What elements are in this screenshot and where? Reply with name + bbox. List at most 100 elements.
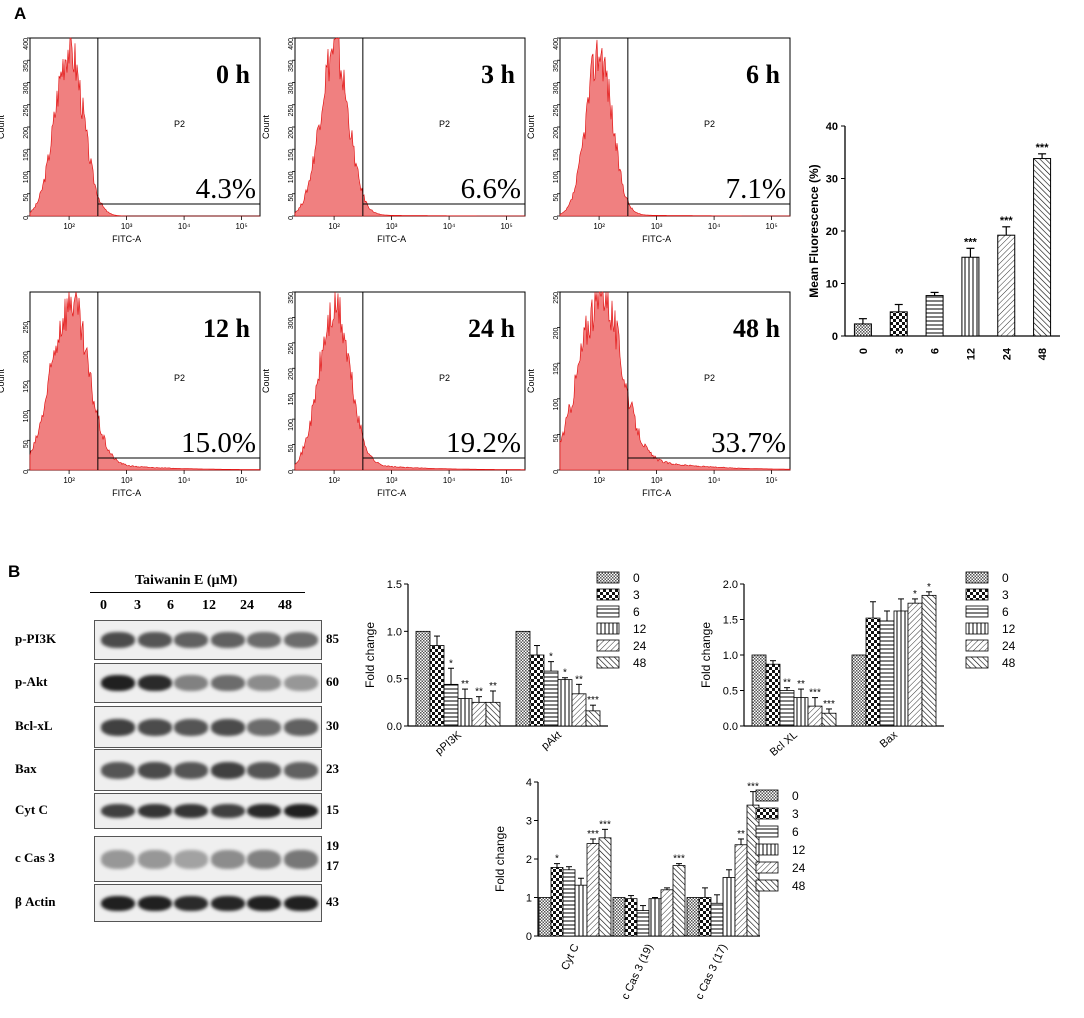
significance-label: *** xyxy=(823,699,835,710)
y-tick-label: 100 xyxy=(288,171,295,183)
y-tick-label: 3 xyxy=(526,816,532,828)
time-point-label: 12 h xyxy=(203,314,251,343)
bar xyxy=(415,630,431,727)
y-tick-label: 50 xyxy=(553,194,560,202)
percent-label: 19.2% xyxy=(446,427,521,459)
x-tick-label: 12 xyxy=(965,348,977,360)
y-tick-label: 0 xyxy=(526,931,532,943)
y-tick-label: 250 xyxy=(288,343,295,355)
y-tick-label: 150 xyxy=(23,149,30,161)
y-tick-label: 10 xyxy=(826,279,838,291)
bar xyxy=(586,843,600,937)
y-tick-label: 200 xyxy=(23,127,30,139)
legend-swatch xyxy=(596,588,620,601)
time-point-label: 24 h xyxy=(468,314,516,343)
blot-band xyxy=(283,632,318,649)
bar xyxy=(889,311,908,337)
y-tick-label: 350 xyxy=(288,292,295,304)
y-tick-label: 150 xyxy=(23,381,30,393)
y-axis-label: Fold change xyxy=(493,826,507,892)
y-tick-label: 250 xyxy=(288,105,295,117)
blot-band xyxy=(283,804,318,819)
gate-label: P2 xyxy=(439,373,450,383)
fold-change-chart-bcl-bax: 0.0 0.5 1.0 1.5 2.0 Fold change ** ** *** *** Bcl … xyxy=(699,556,1084,791)
lane-label: 12 xyxy=(202,598,216,613)
x-tick-label: 10⁵ xyxy=(500,476,512,485)
bar xyxy=(879,620,895,727)
blot-band xyxy=(174,762,208,779)
bar xyxy=(515,630,531,727)
bar xyxy=(443,683,459,727)
x-tick-label: 10³ xyxy=(121,222,133,231)
y-tick-label: 300 xyxy=(288,317,295,329)
percent-label: 7.1% xyxy=(726,173,786,205)
blot-band xyxy=(174,804,208,819)
bar xyxy=(672,865,686,937)
blot-band xyxy=(101,762,135,779)
y-tick-label: 150 xyxy=(288,149,295,161)
x-tick-label: 10³ xyxy=(121,476,133,485)
x-tick-label: 10⁴ xyxy=(178,222,191,231)
blot-band xyxy=(174,675,208,692)
blot-band xyxy=(137,762,172,779)
bar xyxy=(821,712,837,727)
x-tick-label: 10² xyxy=(63,222,75,231)
legend-swatch xyxy=(596,656,620,669)
y-tick-label: 4 xyxy=(526,777,532,789)
bar xyxy=(562,869,576,937)
bar xyxy=(765,663,781,727)
bar xyxy=(793,697,809,727)
blot-band xyxy=(210,850,245,869)
blot-band xyxy=(210,632,245,649)
x-tick-label: 10⁵ xyxy=(235,476,247,485)
significance-label: * xyxy=(913,589,917,600)
y-tick-label: 0 xyxy=(553,216,560,220)
x-tick-label: 10² xyxy=(328,222,340,231)
group-label: pPI3K xyxy=(433,729,464,758)
y-tick-label: 50 xyxy=(23,194,30,202)
histogram-1: 0 50 100 150 200 250 300 350 400 10² 10³ 10⁴ 10⁵ FITC… xyxy=(261,37,555,244)
significance-label: ** xyxy=(737,829,745,840)
legend-swatch xyxy=(965,588,989,601)
time-point-label: 3 h xyxy=(481,60,516,89)
y-tick-label: 50 xyxy=(553,434,560,442)
blot-mw-label: 30 xyxy=(326,718,339,733)
blot-band xyxy=(210,804,245,819)
blot-band xyxy=(137,804,172,819)
blot-band xyxy=(247,804,281,819)
significance-label: ** xyxy=(489,681,497,692)
histogram-fill xyxy=(29,37,260,217)
x-axis-label: FITC-A xyxy=(642,234,671,244)
y-tick-label: 100 xyxy=(288,419,295,431)
histogram-svg: 0 50 100 150 200 250 300 350 400 10² 10³ 10⁴ 10⁵ FITC… xyxy=(0,37,261,244)
y-tick-label: 150 xyxy=(553,149,560,161)
legend-label: 3 xyxy=(792,807,799,821)
gate-label: P2 xyxy=(174,119,185,129)
bar xyxy=(751,654,767,727)
legend-label: 0 xyxy=(1002,571,1009,585)
significance-label: ** xyxy=(575,674,583,685)
group-label: c Cas 3 (17) xyxy=(694,942,730,1001)
y-tick-label: 0.0 xyxy=(723,721,738,733)
y-tick-label: 40 xyxy=(826,121,838,133)
blot-band xyxy=(137,675,172,692)
y-tick-label: 250 xyxy=(553,292,560,304)
y-tick-label: 0.0 xyxy=(387,721,402,733)
blot-mw-label: 19 xyxy=(326,838,339,853)
y-tick-label: 50 xyxy=(23,440,30,448)
bar xyxy=(471,701,487,727)
y-tick-label: 0 xyxy=(23,470,30,474)
legend-label: 12 xyxy=(1002,622,1016,636)
legend-swatch xyxy=(965,571,989,584)
bar xyxy=(851,654,867,727)
y-tick-label: 0 xyxy=(553,470,560,474)
fold-change-chart-cytc-cas3: 0 1 2 3 4 Fold change * *** *** Cyt C *** c Cas 3 (… xyxy=(490,764,870,1013)
x-tick-label: 10² xyxy=(593,476,605,485)
legend-swatch xyxy=(965,639,989,652)
blot-mw-label-2: 17 xyxy=(326,858,339,873)
x-tick-label: 24 xyxy=(1001,347,1013,360)
y-tick-label: 0.5 xyxy=(723,686,738,698)
y-tick-label: 100 xyxy=(553,171,560,183)
group-label: Cyt C xyxy=(559,942,582,972)
y-tick-label: 250 xyxy=(23,322,30,334)
